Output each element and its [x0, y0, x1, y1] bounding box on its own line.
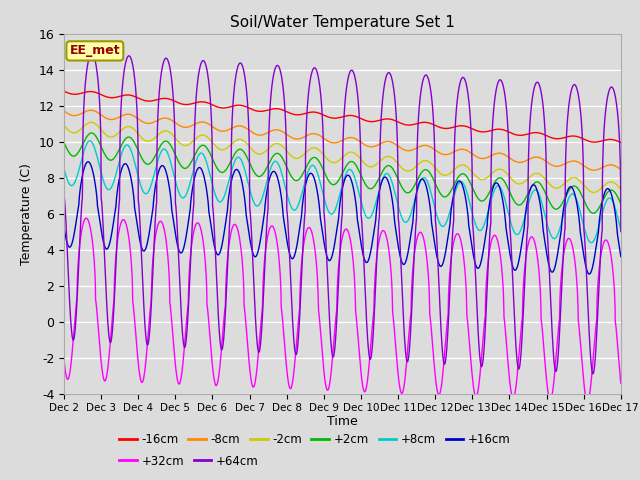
- Text: EE_met: EE_met: [70, 44, 120, 58]
- X-axis label: Time: Time: [327, 415, 358, 428]
- Legend: +32cm, +64cm: +32cm, +64cm: [115, 450, 264, 472]
- Title: Soil/Water Temperature Set 1: Soil/Water Temperature Set 1: [230, 15, 455, 30]
- Y-axis label: Temperature (C): Temperature (C): [20, 163, 33, 264]
